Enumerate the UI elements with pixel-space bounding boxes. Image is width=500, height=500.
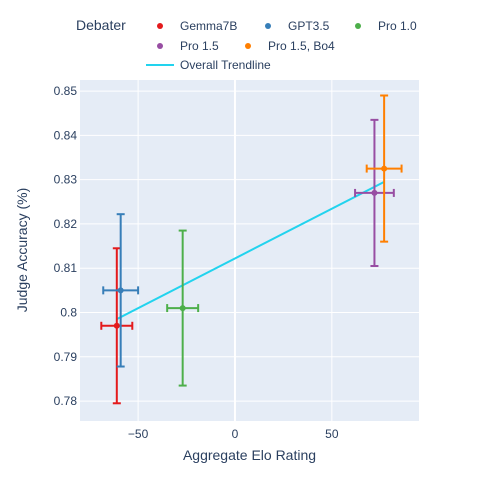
data-point-group [166,229,200,387]
data-point-group [102,213,140,368]
legend-item: Gemma7B [157,19,237,33]
data-point [179,305,186,312]
legend-label: Pro 1.5 [180,39,219,53]
legend-label: Pro 1.0 [378,19,417,33]
x-axis-title: Aggregate Elo Rating [183,447,316,463]
legend-marker [245,43,251,49]
x-tick-label: 50 [325,427,339,441]
y-tick-label: 0.84 [54,128,78,142]
legend-label: Gemma7B [180,19,237,33]
y-tick-label: 0.79 [54,350,78,364]
legend-item: Overall Trendline [146,58,271,72]
y-axis-title: Judge Accuracy (%) [14,188,30,313]
legend-marker [157,43,163,49]
legend-item: Pro 1.5 [157,39,219,53]
y-tick-label: 0.83 [54,173,78,187]
legend-marker [355,23,361,29]
points-layer [100,94,403,405]
legend-label: Overall Trendline [180,58,271,72]
x-tick-label: −50 [128,427,149,441]
legend-item: Pro 1.0 [355,19,417,33]
data-point-group [365,94,403,243]
data-point [371,189,378,196]
data-point [113,322,120,329]
y-tick-label: 0.8 [60,306,77,320]
data-point-group [100,247,134,405]
legend-marker [265,23,271,29]
trendline [116,180,385,321]
data-point-group [354,118,395,267]
data-point [117,287,124,294]
x-tick-label: 0 [232,427,239,441]
trendline-layer [116,180,385,321]
y-axis: 0.78 0.79 0.8 0.81 0.82 0.83 0.84 0.85 [54,84,78,408]
legend-item: Pro 1.5, Bo4 [245,39,335,53]
grid [80,80,419,421]
y-tick-label: 0.85 [54,84,78,98]
y-tick-label: 0.78 [54,394,78,408]
legend-item: GPT3.5 [265,19,330,33]
legend-label: Pro 1.5, Bo4 [268,39,335,53]
legend-marker [157,23,163,29]
legend-items: Gemma7B GPT3.5 Pro 1.0 Pro 1.5 Pro 1.5, Bo4 O… [146,19,417,72]
x-axis: −50 0 50 [128,427,339,441]
legend-title: Debater [76,17,126,33]
data-point [381,165,388,172]
y-tick-label: 0.82 [54,217,78,231]
legend: Debater Gemma7B GPT3.5 Pro 1.0 Pro 1.5 Pro 1… [76,17,417,72]
legend-label: GPT3.5 [288,19,330,33]
y-tick-label: 0.81 [54,261,78,275]
